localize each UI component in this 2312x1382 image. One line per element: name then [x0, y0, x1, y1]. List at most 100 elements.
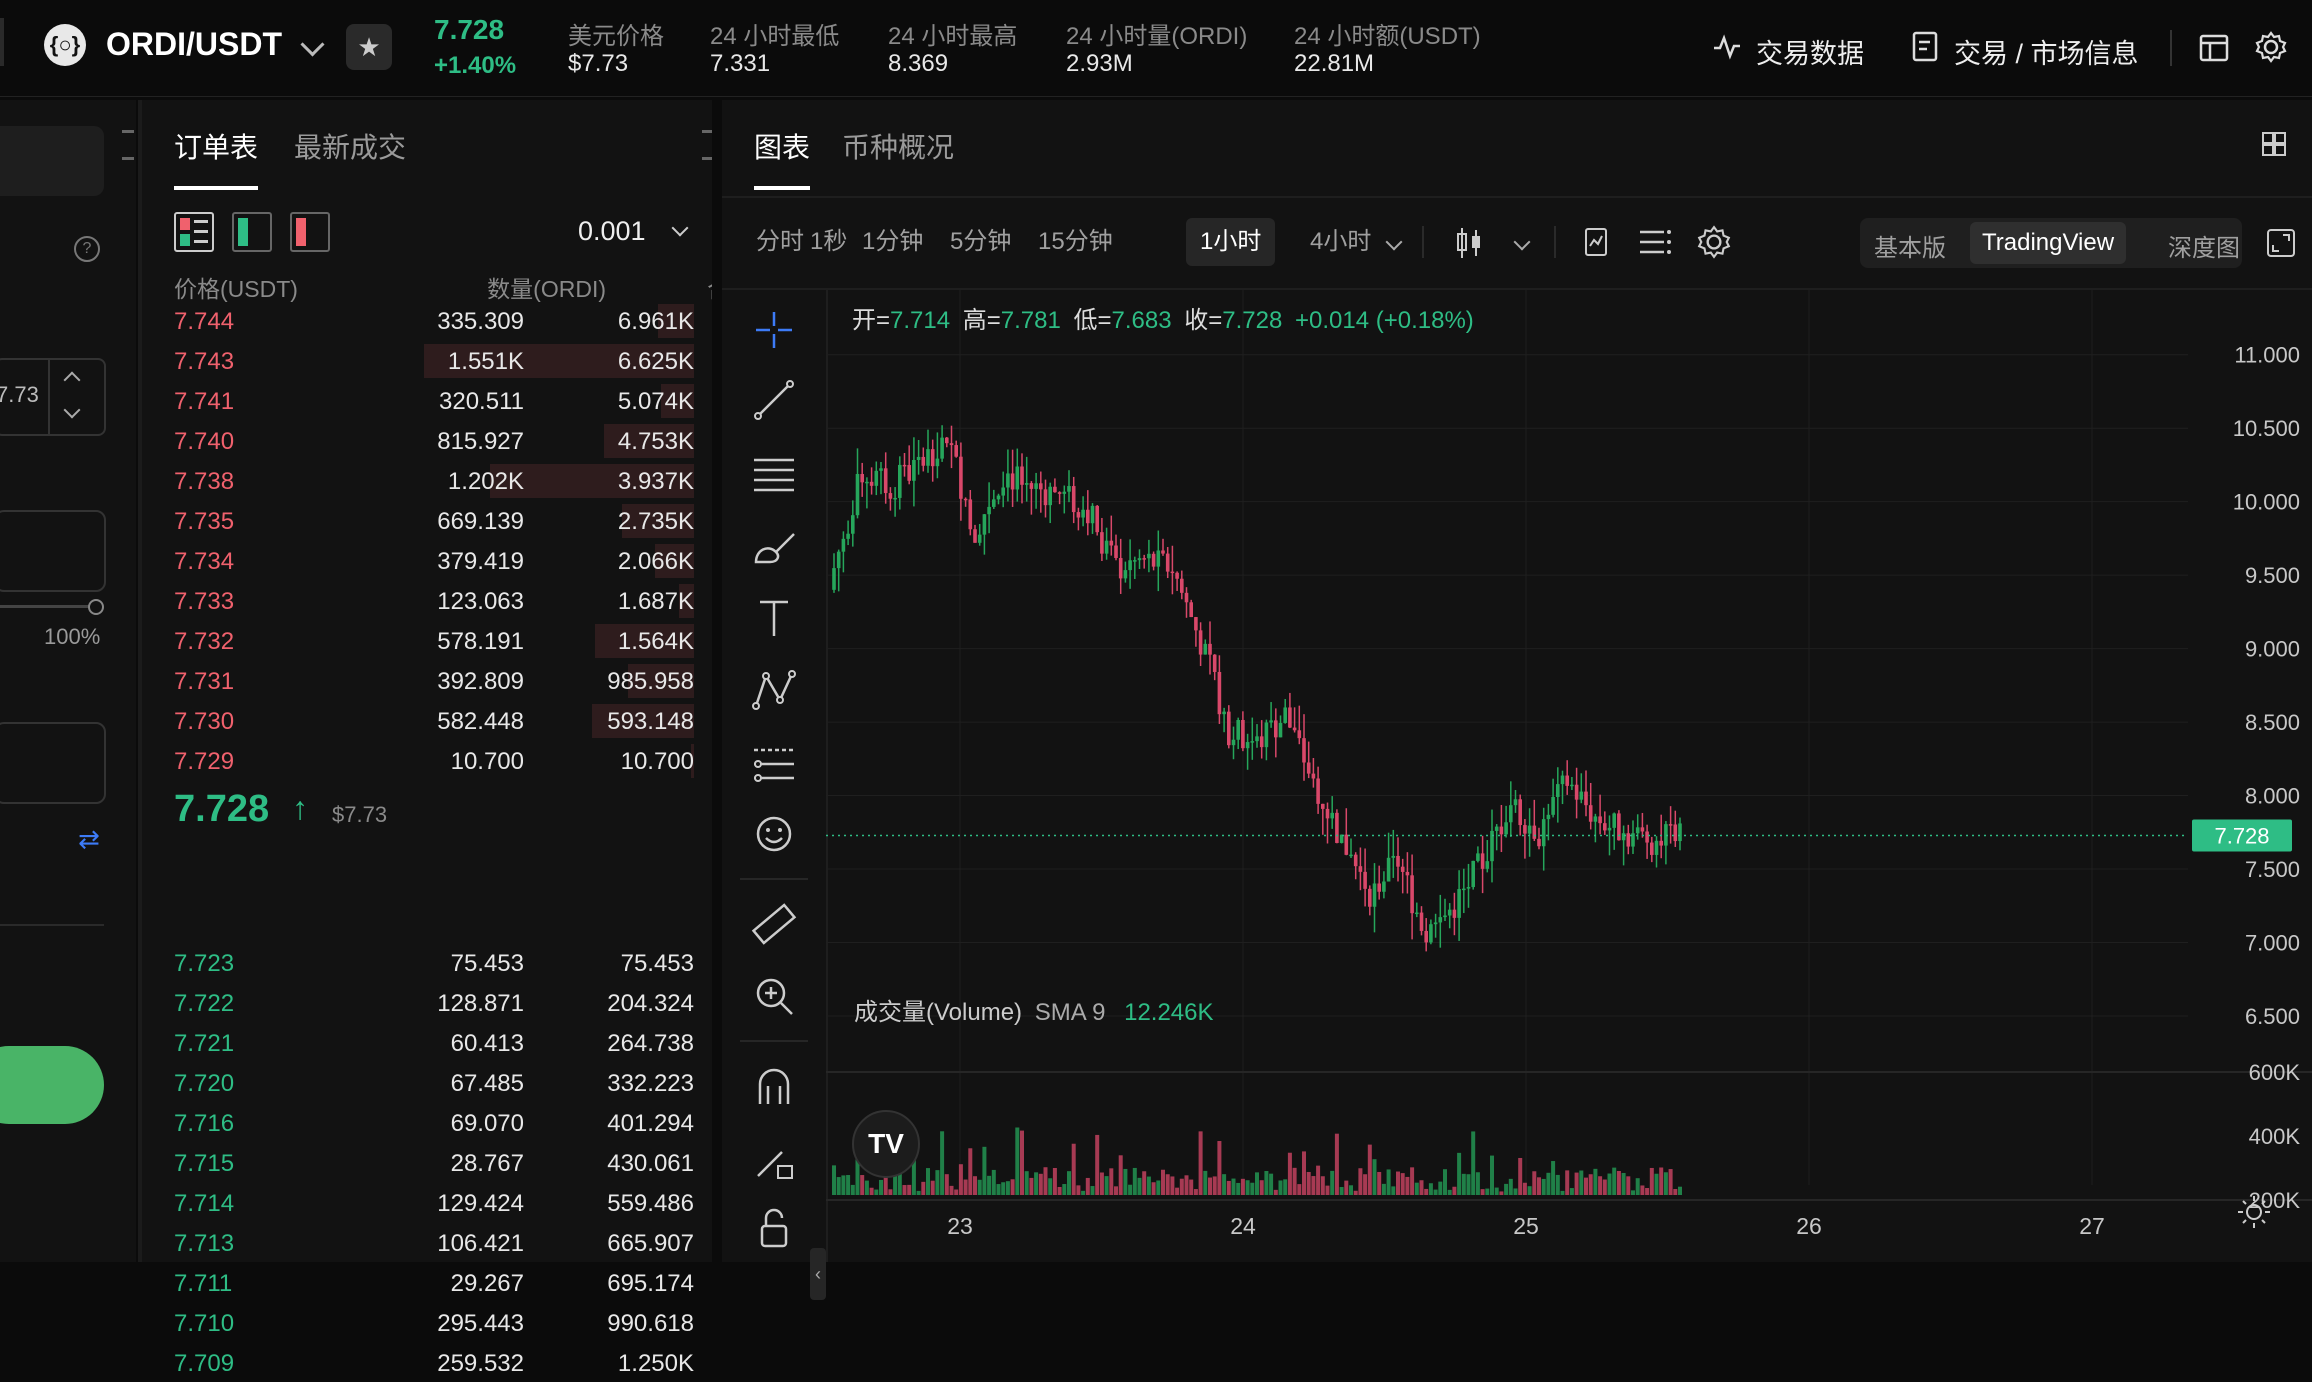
- ask-price: 7.744: [174, 308, 235, 335]
- ask-row[interactable]: 7.744 335.309 6.961K: [174, 302, 694, 340]
- volume-bar: [1320, 1176, 1325, 1195]
- tools-divider: [740, 878, 808, 880]
- tab-chart[interactable]: 图表: [754, 132, 811, 163]
- candle-body: [1133, 560, 1137, 562]
- ask-row[interactable]: 7.741 320.511 5.074K: [174, 382, 694, 420]
- swap-icon[interactable]: ⇄: [78, 824, 100, 854]
- ask-row[interactable]: 7.730 582.448 593.148: [174, 702, 694, 740]
- ruler-icon[interactable]: [750, 900, 798, 948]
- indicator-icon[interactable]: [1582, 226, 1610, 258]
- amount-input[interactable]: [0, 510, 106, 592]
- fullscreen-icon[interactable]: [2266, 228, 2296, 258]
- bid-row[interactable]: 7.716 69.070 401.294: [174, 1104, 694, 1142]
- candle-body: [963, 498, 968, 501]
- bid-row[interactable]: 7.722 128.871 204.324: [174, 984, 694, 1022]
- view-basic[interactable]: 基本版: [1874, 235, 1946, 262]
- price-down-icon[interactable]: [63, 401, 81, 419]
- ask-row[interactable]: 7.731 392.809 985.958: [174, 662, 694, 700]
- list-settings-icon[interactable]: [1638, 226, 1672, 258]
- emoji-icon[interactable]: [750, 810, 798, 858]
- pattern-tool-icon[interactable]: [750, 666, 798, 714]
- zoom-in-icon[interactable]: [750, 972, 798, 1020]
- tf-1s[interactable]: 1秒: [810, 228, 848, 255]
- forecast-tool-icon[interactable]: [750, 738, 798, 786]
- bid-row[interactable]: 7.714 129.424 559.486: [174, 1184, 694, 1222]
- help-icon[interactable]: ?: [74, 236, 100, 262]
- theme-toggle-icon[interactable]: [2236, 1194, 2272, 1230]
- view-bids-icon[interactable]: [232, 212, 272, 252]
- ask-row[interactable]: 7.735 669.139 2.735K: [174, 502, 694, 540]
- price-input[interactable]: 7.73: [0, 358, 106, 436]
- precision-select[interactable]: 0.001: [578, 212, 718, 252]
- bid-row[interactable]: 7.715 28.767 430.061: [174, 1144, 694, 1182]
- view-tradingview[interactable]: TradingView: [1970, 222, 2127, 264]
- order-type-tab[interactable]: [0, 126, 104, 196]
- layout-icon[interactable]: [2198, 32, 2230, 64]
- ask-row[interactable]: 7.740 815.927 4.753K: [174, 422, 694, 460]
- pair-title[interactable]: ORDI/USDT: [106, 26, 282, 62]
- ask-row[interactable]: 7.738 1.202K 3.937K: [174, 462, 694, 500]
- orderbook-drag-handle-icon[interactable]: [702, 130, 712, 160]
- tab-recent-trades[interactable]: 最新成交: [294, 132, 407, 163]
- collapse-toolbar-button[interactable]: ‹: [810, 1248, 826, 1300]
- grid-menu-icon[interactable]: [2262, 132, 2286, 156]
- buy-button[interactable]: [0, 1046, 104, 1124]
- bid-row[interactable]: 7.711 29.267 695.174: [174, 1264, 694, 1302]
- ask-row[interactable]: 7.729 10.700 10.700: [174, 742, 694, 780]
- view-both-icon[interactable]: [174, 212, 214, 252]
- tf-5m[interactable]: 5分钟: [950, 228, 1012, 255]
- tf-15m[interactable]: 15分钟: [1038, 228, 1113, 255]
- price-up-icon[interactable]: [63, 371, 81, 389]
- amount-slider-track[interactable]: [0, 605, 94, 608]
- trend-line-icon[interactable]: [750, 376, 798, 424]
- candle-type-chevron-icon[interactable]: [1513, 233, 1531, 251]
- total-input[interactable]: [0, 722, 106, 804]
- trade-data-label: 交易数据: [1756, 39, 1864, 69]
- volume-bar: [1480, 1189, 1485, 1195]
- magnet-icon[interactable]: [750, 1064, 798, 1112]
- ask-qty: 578.191: [437, 628, 524, 655]
- view-asks-icon[interactable]: [290, 212, 330, 252]
- amount-slider-handle[interactable]: [88, 599, 104, 615]
- lock-drawing-icon[interactable]: [750, 1136, 798, 1184]
- volume-bar: [832, 1165, 836, 1195]
- tab-orderbook[interactable]: 订单表: [174, 132, 259, 163]
- tf-4h[interactable]: 4小时: [1310, 228, 1372, 255]
- price-chart[interactable]: 7.728 11.000 10.500 10.000 9.500 9.000 8.500 8.…: [826, 290, 2312, 1262]
- horizontal-lines-icon[interactable]: [750, 450, 798, 498]
- chart-settings-gear-icon[interactable]: [1696, 224, 1732, 260]
- bid-row[interactable]: 7.723 75.453 75.453: [174, 944, 694, 982]
- tf-timeline[interactable]: 分时: [756, 228, 804, 255]
- ask-qty: 1.551K: [447, 348, 524, 375]
- ask-row[interactable]: 7.732 578.191 1.564K: [174, 622, 694, 660]
- tf-1h[interactable]: 1小时: [1186, 218, 1276, 266]
- tab-coin-overview[interactable]: 币种概况: [842, 132, 955, 163]
- candle-body: [1537, 838, 1541, 847]
- volume-bar: [864, 1180, 869, 1195]
- bid-row[interactable]: 7.721 60.413 264.738: [174, 1024, 694, 1062]
- favorite-star-icon[interactable]: ★: [346, 24, 392, 70]
- unlock-icon[interactable]: [750, 1204, 798, 1252]
- bid-row[interactable]: 7.710 295.443 990.618: [174, 1304, 694, 1342]
- ohlc-change: +0.014 (+0.18%): [1295, 307, 1474, 334]
- settings-gear-icon[interactable]: [2254, 30, 2288, 64]
- candle-type-icon[interactable]: [1454, 226, 1484, 260]
- tf-1m[interactable]: 1分钟: [862, 228, 924, 255]
- bid-row[interactable]: 7.713 106.421 665.907: [174, 1224, 694, 1262]
- low-label: 低=: [1073, 307, 1112, 334]
- bid-row[interactable]: 7.720 67.485 332.223: [174, 1064, 694, 1102]
- view-depth[interactable]: 深度图: [2168, 235, 2240, 262]
- panel-drag-handle-icon[interactable]: [122, 130, 134, 160]
- ask-row[interactable]: 7.743 1.551K 6.625K: [174, 342, 694, 380]
- crosshair-icon[interactable]: [750, 306, 798, 354]
- more-timeframes-chevron-icon[interactable]: [1385, 233, 1403, 251]
- bid-row[interactable]: 7.709 259.532 1.250K: [174, 1344, 694, 1382]
- bid-qty: 28.767: [450, 1150, 524, 1177]
- ask-row[interactable]: 7.733 123.063 1.687K: [174, 582, 694, 620]
- ask-row[interactable]: 7.734 379.419 2.066K: [174, 542, 694, 580]
- brush-icon[interactable]: [750, 522, 798, 570]
- pair-dropdown-icon[interactable]: [300, 32, 325, 57]
- volume-bar: [869, 1187, 874, 1195]
- bid-qty: 259.532: [437, 1350, 524, 1377]
- text-tool-icon[interactable]: [750, 594, 798, 642]
